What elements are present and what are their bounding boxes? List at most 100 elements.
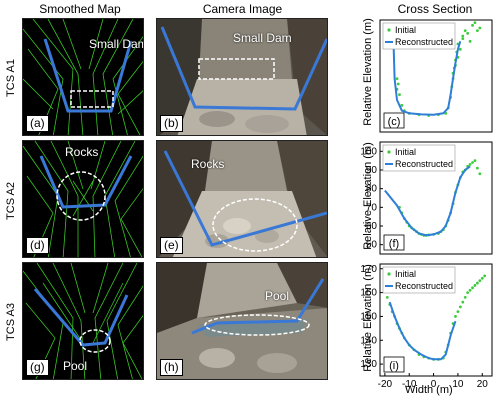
panel-a-smoothed-map: Small Dam (a)	[22, 18, 144, 136]
initial-point	[456, 310, 460, 314]
panel-label-a: (a)	[26, 115, 49, 132]
panel-b-camera-image: Small Dam (b)	[156, 18, 328, 136]
x-tick-label: 10	[452, 379, 464, 390]
x-tick-label: 20	[477, 379, 489, 390]
photo-b	[157, 19, 327, 135]
initial-point	[395, 77, 399, 81]
annotation-small-dam-b: Small Dam	[233, 31, 292, 45]
cross-section-chart-f: 50 60 70 80 90 100 Initial Reconstructed (f)	[360, 141, 493, 255]
initial-point	[468, 163, 472, 166]
initial-point	[473, 159, 477, 163]
chart-i-svg: 130 140 150 160 170 -20 -10 0 10 20 Initial Reconst…	[360, 263, 493, 390]
photo-h	[157, 263, 327, 379]
legend-initial-marker	[387, 28, 391, 32]
row-label-tcs-a2: TCS A2	[5, 182, 17, 220]
y-tick-label: 100	[360, 146, 377, 157]
y-tick-label: 150	[360, 311, 377, 322]
initial-point	[398, 93, 401, 97]
legend-initial-marker	[387, 150, 391, 154]
panel-g-smoothed-map: Pool (g)	[22, 262, 144, 380]
panel-h-camera-image: Pool (h)	[156, 262, 328, 380]
annotation-rocks-e: Rocks	[191, 157, 225, 171]
y-tick-label: 90	[366, 165, 378, 176]
panel-label-c: (c)	[383, 112, 405, 129]
panel-label-g: (g)	[26, 359, 49, 376]
panel-label-e: (e)	[160, 237, 183, 254]
panel-e-camera-image: Rocks (e)	[156, 140, 328, 258]
channel-outline-g	[33, 288, 129, 353]
panel-label-i: (i)	[383, 356, 405, 373]
map-texture-a	[23, 19, 143, 135]
legend-box	[382, 144, 456, 172]
legend-reconstructed-label: Reconstructed	[395, 159, 453, 169]
x-axis-label-i: Width (m)	[405, 384, 453, 396]
y-tick-label: 140	[360, 335, 377, 346]
row-label-tcs-a1: TCS A1	[5, 59, 17, 97]
x-tick-label: -10	[402, 379, 417, 390]
annotation-pool-h: Pool	[265, 289, 290, 303]
annotation-small-dam-a: Small Dam	[89, 37, 144, 51]
initial-point	[466, 31, 470, 35]
initial-point	[483, 274, 487, 278]
y-tick-label: 160	[360, 288, 377, 299]
initial-point	[471, 286, 474, 290]
row-label-tcs-a3: TCS A3	[5, 303, 17, 341]
panel-label-box	[383, 356, 405, 373]
initial-point	[475, 29, 479, 33]
panel-label-text: (f)	[389, 238, 399, 250]
cross-section-chart-i: 130 140 150 160 170 -20 -10 0 10 20 Initial Reconst…	[360, 263, 493, 390]
panel-d-smoothed-map: Rocks (d)	[22, 140, 144, 258]
initial-point	[458, 47, 462, 51]
legend-initial-label: Initial	[395, 269, 416, 279]
annotation-rocks-d: Rocks	[65, 145, 99, 159]
legend-initial-label: Initial	[395, 147, 416, 157]
legend: Initial Reconstructed	[382, 266, 456, 294]
photo-e	[157, 141, 327, 257]
initial-point	[478, 26, 482, 30]
initial-point	[478, 172, 482, 176]
initial-point	[475, 281, 479, 285]
initial-point	[471, 161, 474, 164]
panel-label-f: (f)	[383, 234, 405, 251]
reconstructed-line	[392, 38, 462, 116]
initial-point	[468, 288, 472, 292]
initial-point	[461, 34, 465, 38]
initial-point	[468, 39, 472, 43]
initial-point	[463, 29, 467, 33]
reconstructed-line	[388, 301, 457, 361]
column-header-smoothed-map: Smoothed Map	[39, 2, 121, 16]
x-tick-label: -20	[378, 379, 393, 390]
legend: Initial Reconstructed	[382, 22, 456, 50]
y-axis-label-c: Relative Elevation (m)	[362, 18, 374, 126]
panel-label-box	[383, 234, 405, 251]
cross-section-chart-c: Initial Reconstructed (c)	[379, 19, 493, 133]
initial-point	[473, 284, 477, 287]
initial-point	[454, 315, 457, 318]
initial-point	[458, 305, 462, 309]
initial-point	[475, 166, 479, 170]
panel-label-text: (i)	[389, 360, 399, 372]
y-tick-label: 60	[366, 221, 378, 232]
initial-point	[461, 37, 465, 41]
reconstructed-line	[384, 165, 471, 237]
panel-label-box	[383, 112, 405, 129]
panel-label-h: (h)	[160, 359, 183, 376]
initial-point	[385, 295, 389, 299]
y-tick-label: 50	[366, 240, 378, 251]
legend-reconstructed-label: Reconstructed	[395, 37, 453, 47]
channel-outline-d	[39, 155, 133, 221]
initial-point	[461, 300, 465, 304]
initial-point	[471, 23, 474, 27]
initial-point	[396, 82, 400, 86]
legend-initial-label: Initial	[395, 25, 416, 35]
legend: Initial Reconstructed	[382, 144, 456, 172]
initial-point	[478, 279, 482, 283]
x-tick-label: 0	[431, 379, 437, 390]
legend-box	[382, 266, 456, 294]
initial-point	[463, 295, 467, 299]
panel-label-b: (b)	[160, 115, 183, 132]
y-tick-label: 70	[366, 202, 378, 213]
panel-label-text: (c)	[388, 116, 401, 128]
chart-c-svg: Initial Reconstructed (c)	[379, 19, 493, 133]
chart-f-svg: 50 60 70 80 90 100 Initial Reconstructed (f)	[360, 141, 493, 255]
